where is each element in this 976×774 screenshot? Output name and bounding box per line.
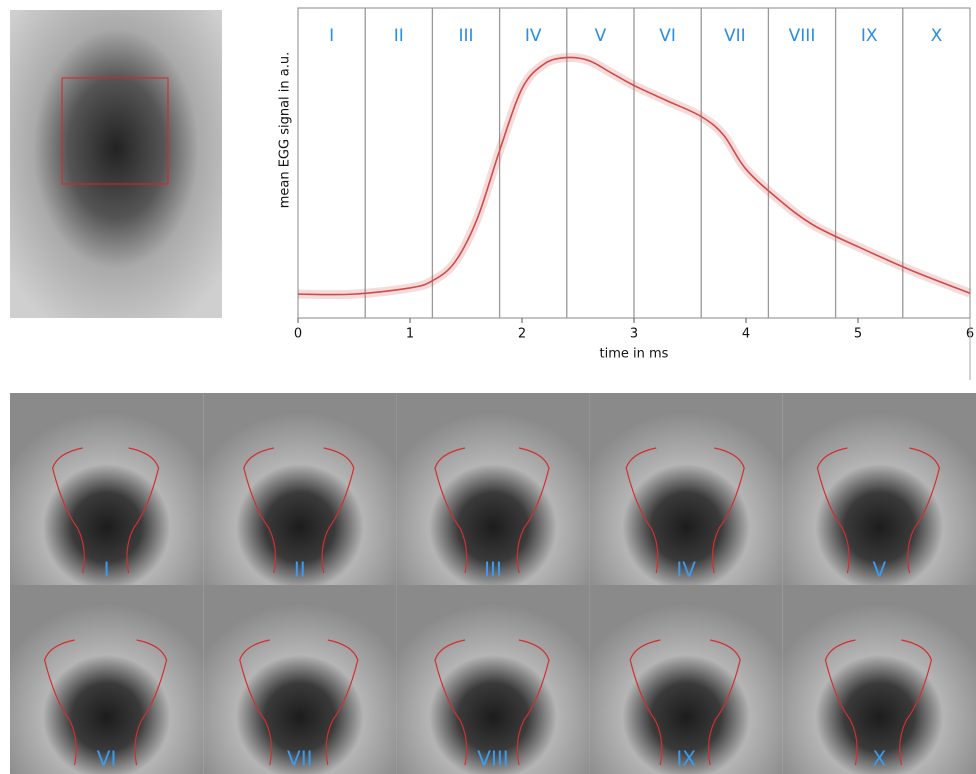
phase-label: IX — [861, 26, 878, 46]
x-tick-label: 5 — [854, 327, 862, 342]
frame-label: I — [104, 558, 110, 582]
frame-label: X — [873, 747, 887, 771]
figure: IIIIIIIVVVIVIIVIIIIXX0123456time in msme… — [0, 0, 976, 774]
x-tick-label: 1 — [406, 327, 414, 342]
frame-label: VII — [287, 747, 312, 771]
phase-label: III — [458, 26, 473, 46]
phase-label: VII — [724, 26, 746, 46]
frame-label: IV — [676, 558, 696, 582]
phase-label: VIII — [789, 26, 816, 46]
x-axis-label: time in ms — [600, 347, 669, 362]
phase-label: VI — [659, 26, 676, 46]
y-axis-label: mean EGG signal in a.u. — [278, 52, 293, 209]
page: {"chart_data": {"type": "line", "y_label… — [0, 0, 976, 774]
x-tick-label: 3 — [630, 327, 638, 342]
phase-label: I — [329, 26, 334, 46]
frame-label: VI — [97, 747, 117, 771]
phase-label: II — [394, 26, 404, 46]
mri-overview — [10, 10, 222, 318]
phase-label: V — [595, 26, 607, 46]
phase-label: X — [931, 26, 943, 46]
frame-label: IX — [676, 747, 696, 771]
frame-label: III — [484, 558, 502, 582]
x-tick-label: 2 — [518, 327, 526, 342]
mri-frame — [590, 393, 783, 585]
frame-label: V — [873, 558, 887, 582]
mri-frame — [203, 393, 396, 585]
frame-label: VIII — [477, 747, 508, 771]
phase-label: IV — [525, 26, 542, 46]
mri-frame — [783, 393, 976, 585]
frame-label: II — [294, 558, 306, 582]
mri-frame — [10, 393, 203, 585]
mri-frame — [396, 393, 589, 585]
x-tick-label: 0 — [294, 327, 302, 342]
x-tick-label: 4 — [742, 327, 750, 342]
